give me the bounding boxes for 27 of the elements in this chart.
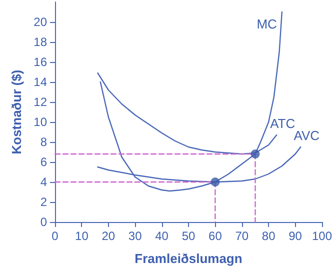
y-tick-label: 20 <box>34 15 48 29</box>
x-tick-label: 40 <box>155 229 169 243</box>
x-tick-label: 0 <box>52 229 59 243</box>
x-tick-label: 30 <box>128 229 142 243</box>
x-tick-label: 80 <box>262 229 276 243</box>
y-tick-label: 12 <box>34 95 48 109</box>
series-label: AVC <box>294 128 320 143</box>
x-tick-label: 10 <box>75 229 89 243</box>
x-tick-label: 60 <box>208 229 222 243</box>
y-tick-label: 10 <box>34 115 48 129</box>
y-tick-label: 6 <box>40 155 48 169</box>
x-tick-label: 70 <box>235 229 249 243</box>
x-axis-title: Framleiðslumagn <box>134 251 242 266</box>
series-label: ATC <box>270 116 296 131</box>
x-tick-label: 50 <box>182 229 196 243</box>
x-tick-label: 90 <box>288 229 302 243</box>
y-tick-label: 8 <box>40 135 48 149</box>
y-tick-label: 18 <box>34 35 48 49</box>
y-tick-label: 4 <box>40 175 48 189</box>
series-label: MC <box>256 16 277 32</box>
y-tick-label: 2 <box>40 195 48 209</box>
y-axis-title: Kostnaður ($) <box>8 70 24 154</box>
y-tick-label: 16 <box>34 55 48 69</box>
x-tick-label: 100 <box>312 229 332 243</box>
y-tick-label: 0 <box>40 215 48 229</box>
x-tick-label: 20 <box>102 229 116 243</box>
y-tick-label: 14 <box>34 75 48 89</box>
